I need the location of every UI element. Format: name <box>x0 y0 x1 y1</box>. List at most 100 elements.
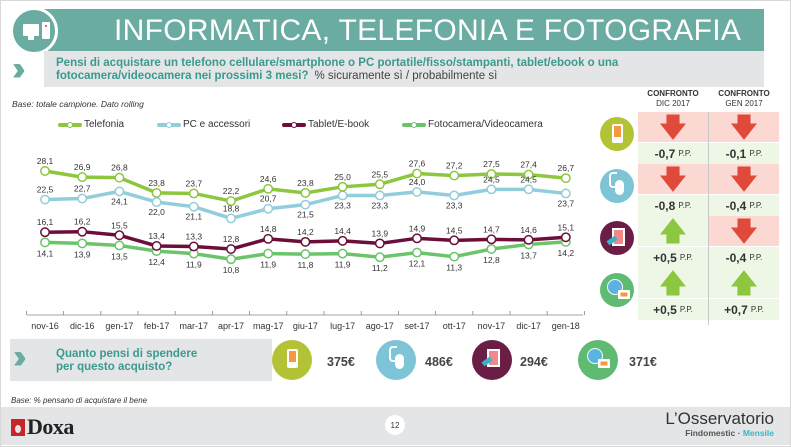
data-point <box>263 233 274 244</box>
chevron-double-right-icon: ›› <box>12 50 25 88</box>
data-label: 13,9 <box>372 228 389 238</box>
arrow-down-icon: 🡇 <box>659 164 687 194</box>
comparison-cell-down: 🡇 <box>709 216 779 246</box>
data-point <box>40 227 50 238</box>
question-bar <box>44 51 764 87</box>
data-point <box>226 196 236 207</box>
data-point <box>449 170 460 181</box>
arrow-down-icon: 🡇 <box>730 164 758 194</box>
x-tick-label: ago-17 <box>366 321 394 331</box>
data-label: 14,5 <box>446 225 463 235</box>
data-point <box>523 234 534 245</box>
comparison-unit: P.P. <box>750 305 764 314</box>
brand-sub-1: Findomestic · <box>685 428 743 438</box>
data-label: 23,3 <box>372 200 389 210</box>
data-label: 13,4 <box>148 231 165 241</box>
column-divider <box>708 112 709 325</box>
data-point <box>337 248 348 259</box>
data-label: 26,8 <box>111 163 128 173</box>
data-label: 12,4 <box>148 257 165 267</box>
data-point <box>374 179 385 190</box>
doxa-logo: Doxa <box>11 414 74 440</box>
data-label: 23,3 <box>446 200 463 210</box>
smartphone-icon <box>600 117 634 151</box>
comparison-header-gen: CONFRONTO GEN 2017 <box>709 89 779 109</box>
x-tick-label: nov-16 <box>31 321 59 331</box>
legend-item-telefonia: Telefonia <box>58 119 124 130</box>
x-tick-label: set-17 <box>404 321 429 331</box>
comparison-value-number: -0,7 <box>654 146 676 161</box>
data-label: 13,9 <box>74 249 91 259</box>
arrow-down-icon: 🡇 <box>730 112 758 142</box>
data-label: 14,2 <box>297 227 314 237</box>
spending-value-photo: 371€ <box>629 355 657 369</box>
comparison-cell-down: 🡇 <box>709 112 779 142</box>
data-label: 14,9 <box>409 223 426 233</box>
data-label: 12,8 <box>223 234 240 244</box>
data-label: 14,7 <box>483 224 500 234</box>
data-point <box>226 213 236 224</box>
data-point <box>77 238 88 249</box>
data-point <box>300 236 311 247</box>
mouse-icon <box>600 169 634 203</box>
data-label: 27,6 <box>409 159 426 169</box>
data-label: 21,1 <box>186 212 203 222</box>
data-label: 11,8 <box>297 260 313 270</box>
data-label: 27,5 <box>483 159 500 169</box>
arrow-up-icon: 🡅 <box>659 216 687 246</box>
title-bar: INFORMATICA, TELEFONIA E FOTOGRAFIA <box>44 9 764 51</box>
arrow-down-icon: 🡇 <box>659 112 687 142</box>
base-note-top: Base: totale campione. Dato rolling <box>12 99 144 109</box>
comparison-unit: P.P. <box>749 201 763 210</box>
legend-swatch <box>402 121 426 128</box>
x-tick-label: ott-17 <box>443 321 466 331</box>
data-label: 16,1 <box>37 217 54 227</box>
comparison-unit: P.P. <box>749 149 763 158</box>
data-label: 14,1 <box>37 248 54 258</box>
data-label: 15,1 <box>558 222 575 232</box>
data-point <box>300 249 311 260</box>
data-label: 11,9 <box>186 260 202 270</box>
data-label: 22,5 <box>37 185 54 195</box>
page-title: INFORMATICA, TELEFONIA E FOTOGRAFIA <box>114 14 742 47</box>
comparison-cell-down: 🡇 <box>638 112 708 142</box>
data-label: 27,2 <box>446 161 463 171</box>
data-label: 28,1 <box>37 156 54 166</box>
data-point <box>114 240 125 251</box>
computer-icon <box>10 7 58 55</box>
data-label: 11,3 <box>446 263 462 273</box>
data-point <box>486 244 497 254</box>
data-point <box>560 173 571 184</box>
data-label: 22,0 <box>148 207 165 217</box>
data-point <box>263 203 274 214</box>
data-label: 24,6 <box>260 174 277 184</box>
data-label: 11,9 <box>335 260 351 270</box>
comparison-value: +0,7 P.P. <box>709 299 779 320</box>
comparison-value-number: -0,8 <box>654 198 676 213</box>
data-point <box>114 172 125 183</box>
data-point <box>300 199 311 210</box>
comparison-value-number: -0,4 <box>725 198 747 213</box>
data-label: 14,4 <box>334 226 351 236</box>
data-point <box>449 251 460 262</box>
data-label: 14,8 <box>260 224 277 234</box>
data-label: 16,2 <box>74 217 91 227</box>
data-point <box>114 230 125 241</box>
brand-main: L’Osservatorio <box>665 409 774 428</box>
question: Pensi di acquistare un telefono cellular… <box>56 57 619 82</box>
data-point <box>188 201 199 212</box>
data-point <box>188 241 199 252</box>
data-label: 23,8 <box>297 178 314 188</box>
data-point <box>226 254 236 265</box>
chevron-double-right-icon: ›› <box>13 338 26 376</box>
data-point <box>449 190 460 201</box>
data-label: 12,1 <box>409 259 426 269</box>
data-label: 24,0 <box>409 177 426 187</box>
data-point <box>188 188 199 199</box>
brand-sub: Findomestic · Mensile <box>665 428 774 438</box>
header-line2: GEN 2017 <box>725 99 763 108</box>
doxa-mark-icon <box>11 418 25 436</box>
header-line2: DIC 2017 <box>656 99 690 108</box>
data-label: 22,7 <box>74 184 91 194</box>
data-point <box>486 169 497 180</box>
